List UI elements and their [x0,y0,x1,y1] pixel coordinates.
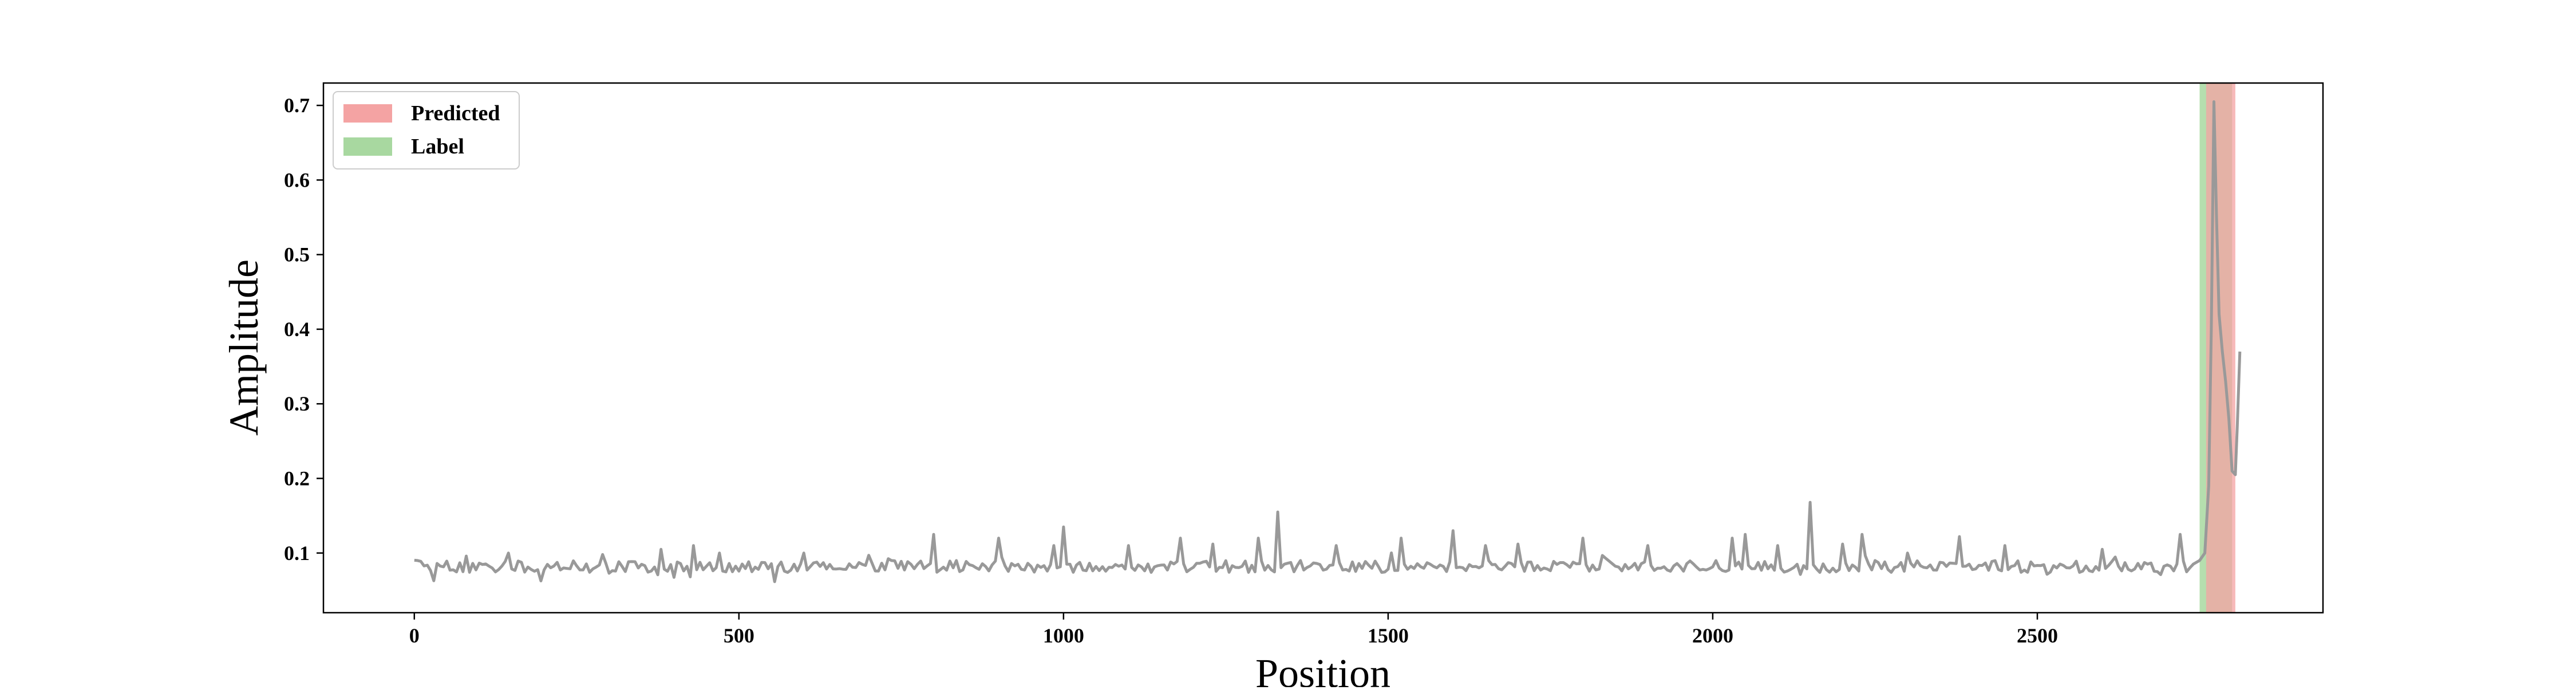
x-tick-label: 2000 [1692,624,1733,647]
y-tick-label: 0.3 [284,392,310,415]
x-tick-label: 500 [724,624,754,647]
x-tick-label: 1000 [1043,624,1084,647]
x-axis-ticks: 0 500 1000 1500 2000 2500 [409,613,2058,647]
legend-label-label: Label [411,135,464,159]
y-axis-title: Amplitude [221,259,267,436]
y-tick-label: 0.1 [284,542,310,565]
legend-swatch-predicted [343,104,392,123]
y-tick-label: 0.7 [284,94,310,117]
y-tick-label: 0.2 [284,467,310,490]
x-axis-title: Position [1255,650,1390,687]
series-line-0 [414,100,2242,583]
legend: Predicted Label [333,91,520,169]
x-tick-label: 2500 [2017,624,2058,647]
y-tick-label: 0.6 [284,168,310,191]
x-tick-label: 1500 [1368,624,1409,647]
y-tick-label: 0.5 [284,243,310,266]
y-tick-label: 0.4 [284,318,310,341]
x-tick-label: 0 [409,624,420,647]
signal-lines [414,100,2242,583]
plot-frame [322,82,2324,614]
y-axis-ticks: 0.1 0.2 0.3 0.4 0.5 0.6 0.7 [284,94,323,565]
legend-label-predicted: Predicted [411,101,500,125]
legend-swatch-label [343,137,392,156]
